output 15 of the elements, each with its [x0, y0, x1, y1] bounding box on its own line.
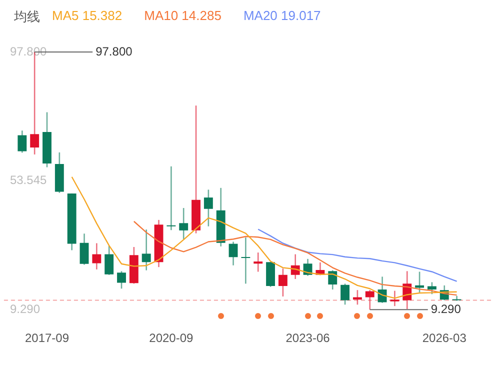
- y-tick-label: 53.545: [10, 173, 47, 188]
- x-tick-label: 2026-03: [422, 331, 467, 346]
- y-tick-label: 9.290: [10, 302, 40, 316]
- x-tick-label: 2023-06: [286, 331, 330, 346]
- candlestick: [452, 295, 462, 302]
- annotation: 97.800: [96, 44, 133, 58]
- chart-title: 均线: [14, 8, 40, 26]
- text: MA5 15.382: [52, 8, 122, 25]
- x-tick-label: 2020-09: [149, 331, 194, 346]
- text: MA20 19.017: [243, 8, 321, 25]
- candlestick: [266, 261, 275, 288]
- x-tick-label: 2017-09: [24, 331, 70, 346]
- y-tick-label: 97.800: [10, 44, 47, 58]
- text: MA10 14.285: [144, 8, 222, 25]
- annotation: 9.290: [430, 302, 462, 316]
